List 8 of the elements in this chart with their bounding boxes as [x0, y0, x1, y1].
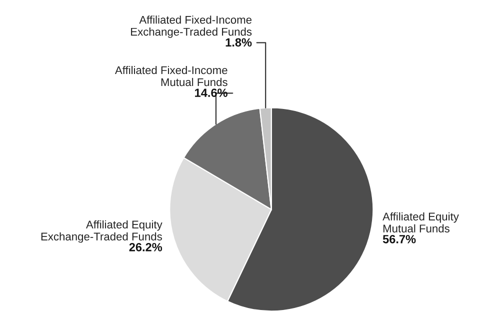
- slice-label: Affiliated Equity Mutual Funds: [382, 212, 459, 232]
- data-label: 1.8%: [226, 38, 252, 47]
- slice-label: Affiliated Equity Exchange-Traded Funds: [41, 220, 162, 243]
- data-label: 26.2%: [129, 242, 162, 252]
- data-label: 14.6%: [195, 88, 228, 97]
- data-label: 56.7%: [382, 234, 416, 244]
- slice-label: Affiliated Fixed-Income Exchange-Traded Funds: [131, 16, 252, 38]
- slice-label: Affiliated Fixed-Income Mutual Funds: [114, 66, 228, 86]
